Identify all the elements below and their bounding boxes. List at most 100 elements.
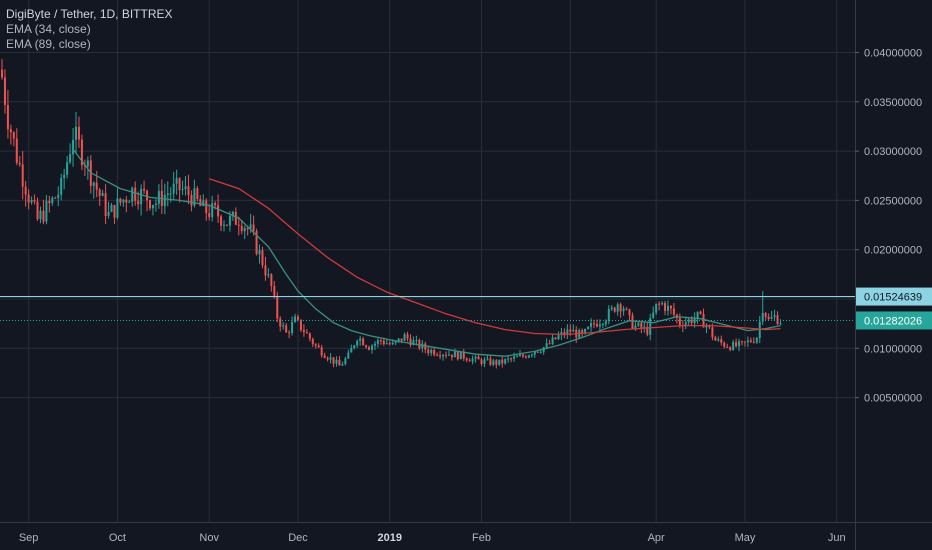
- candle: [702, 308, 705, 328]
- candle-body: [720, 339, 723, 343]
- candle: [69, 143, 72, 165]
- candle: [332, 357, 335, 368]
- candle-body: [314, 344, 317, 346]
- candle-body: [320, 347, 323, 356]
- candle: [311, 337, 314, 347]
- candle-body: [723, 342, 726, 347]
- candle: [24, 180, 27, 207]
- candle-body: [107, 211, 110, 216]
- candle-body: [554, 337, 557, 340]
- candle-body: [442, 354, 445, 357]
- candle: [3, 69, 6, 114]
- candle-body: [764, 313, 767, 317]
- candle-body: [48, 200, 51, 204]
- candle-body: [767, 316, 770, 319]
- candle-body: [1, 69, 3, 78]
- candle: [501, 356, 504, 368]
- candle-body: [483, 359, 486, 364]
- legend-ema34[interactable]: EMA (34, close): [6, 22, 91, 36]
- candle-body: [729, 347, 732, 350]
- candle-body: [445, 354, 447, 356]
- candle-body: [205, 200, 208, 214]
- candle-body: [42, 210, 45, 222]
- candle: [27, 189, 30, 210]
- candle: [634, 321, 637, 331]
- candle-body: [98, 189, 101, 196]
- candle-body: [545, 343, 548, 348]
- candle: [294, 313, 297, 323]
- candle-body: [604, 321, 607, 325]
- candle: [551, 334, 554, 346]
- candle-body: [270, 274, 273, 286]
- candle-body: [622, 308, 625, 312]
- candle-body: [655, 303, 658, 313]
- candle: [554, 337, 557, 340]
- candle: [445, 351, 447, 359]
- candle: [104, 184, 107, 225]
- candle-body: [690, 319, 693, 324]
- candle-body: [569, 329, 572, 332]
- candle-body: [305, 332, 308, 334]
- candle-body: [291, 322, 294, 334]
- candle-body: [140, 188, 143, 205]
- candle: [211, 195, 214, 222]
- candle: [57, 186, 60, 207]
- candle: [735, 338, 738, 348]
- candle: [462, 348, 465, 362]
- candle: [489, 355, 492, 367]
- candle-body: [21, 164, 24, 187]
- candle: [255, 228, 258, 256]
- candle-body: [196, 188, 199, 199]
- candle: [447, 350, 450, 356]
- candle: [616, 302, 619, 316]
- candle: [344, 356, 347, 366]
- candle: [397, 338, 400, 344]
- candle-body: [184, 186, 187, 190]
- candle-body: [119, 198, 122, 203]
- candle-body: [403, 334, 406, 341]
- candle: [749, 337, 752, 344]
- legend-symbol[interactable]: DigiByte / Tether, 1D, BITTREX: [6, 7, 173, 21]
- candle: [42, 199, 45, 225]
- candle: [572, 324, 575, 332]
- candle-body: [779, 323, 782, 325]
- candle-body: [163, 195, 166, 206]
- candle: [107, 201, 110, 219]
- candle-body: [394, 340, 397, 343]
- candle-body: [95, 182, 98, 190]
- candle: [409, 334, 412, 348]
- candle: [110, 202, 113, 213]
- candle-body: [326, 357, 329, 360]
- candle: [604, 319, 607, 327]
- legend-ema89[interactable]: EMA (89, close): [6, 37, 91, 51]
- candle: [146, 189, 149, 212]
- candle: [54, 196, 57, 199]
- candle-body: [391, 342, 394, 345]
- candle-body: [350, 348, 353, 353]
- candle-body: [15, 138, 18, 163]
- ema89-line: [208, 178, 781, 336]
- candle: [764, 312, 767, 320]
- candle: [403, 332, 406, 341]
- candle: [687, 317, 690, 326]
- candle-body: [646, 326, 649, 335]
- candle-body: [341, 364, 344, 366]
- candle: [746, 336, 749, 347]
- candle-body: [625, 308, 628, 310]
- candle: [610, 305, 613, 312]
- candle: [175, 169, 178, 195]
- candle: [436, 352, 439, 357]
- candle-body: [267, 274, 270, 276]
- candle: [264, 256, 267, 281]
- candle-body: [714, 337, 717, 341]
- candle: [770, 310, 773, 320]
- candle-body: [110, 204, 113, 212]
- candle-body: [288, 332, 291, 334]
- candle-body: [424, 343, 427, 350]
- candle: [743, 341, 746, 347]
- candle-body: [749, 340, 752, 342]
- candle: [116, 187, 119, 220]
- candle-body: [504, 359, 507, 364]
- candle-body: [299, 319, 302, 331]
